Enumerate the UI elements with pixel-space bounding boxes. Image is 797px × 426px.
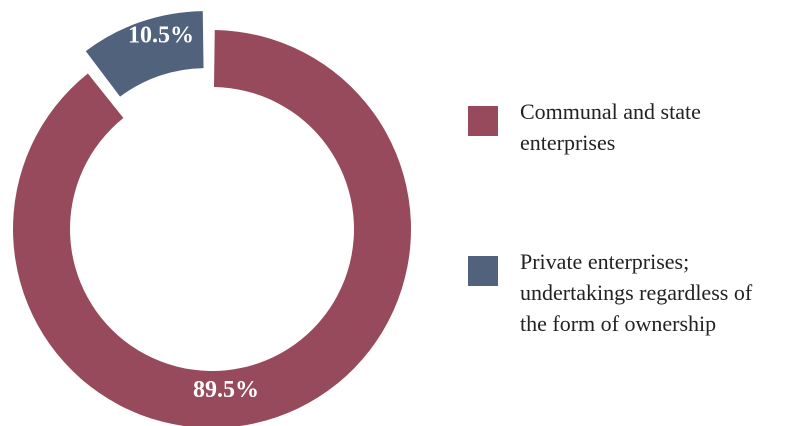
- data-label-private: 10.5%: [128, 22, 194, 48]
- legend-swatch-communal: [468, 106, 498, 136]
- legend-item-private: Private enterprises; undertakings regard…: [468, 246, 788, 339]
- legend-label-private-line-1: Private enterprises;: [520, 249, 690, 274]
- data-label-communal: 89.5%: [193, 377, 259, 403]
- donut-slices: [13, 11, 411, 426]
- donut-slice-labels: 89.5% 10.5%: [128, 22, 259, 403]
- legend-item-communal: Communal and state enterprises: [468, 96, 788, 158]
- legend-swatch-private: [468, 256, 498, 286]
- legend-label-private: Private enterprises; undertakings regard…: [520, 246, 788, 339]
- chart-legend: Communal and state enterprises Private e…: [468, 96, 788, 339]
- legend-label-communal: Communal and state enterprises: [520, 96, 788, 158]
- slice-private: [85, 11, 204, 97]
- legend-label-communal-line-1: Communal and state: [520, 99, 701, 124]
- legend-label-private-line-3: the form of ownership: [520, 311, 717, 336]
- legend-label-private-line-2: undertakings regardless of: [520, 280, 753, 305]
- slice-communal: [13, 30, 411, 426]
- legend-label-communal-line-2: enterprises: [520, 130, 616, 155]
